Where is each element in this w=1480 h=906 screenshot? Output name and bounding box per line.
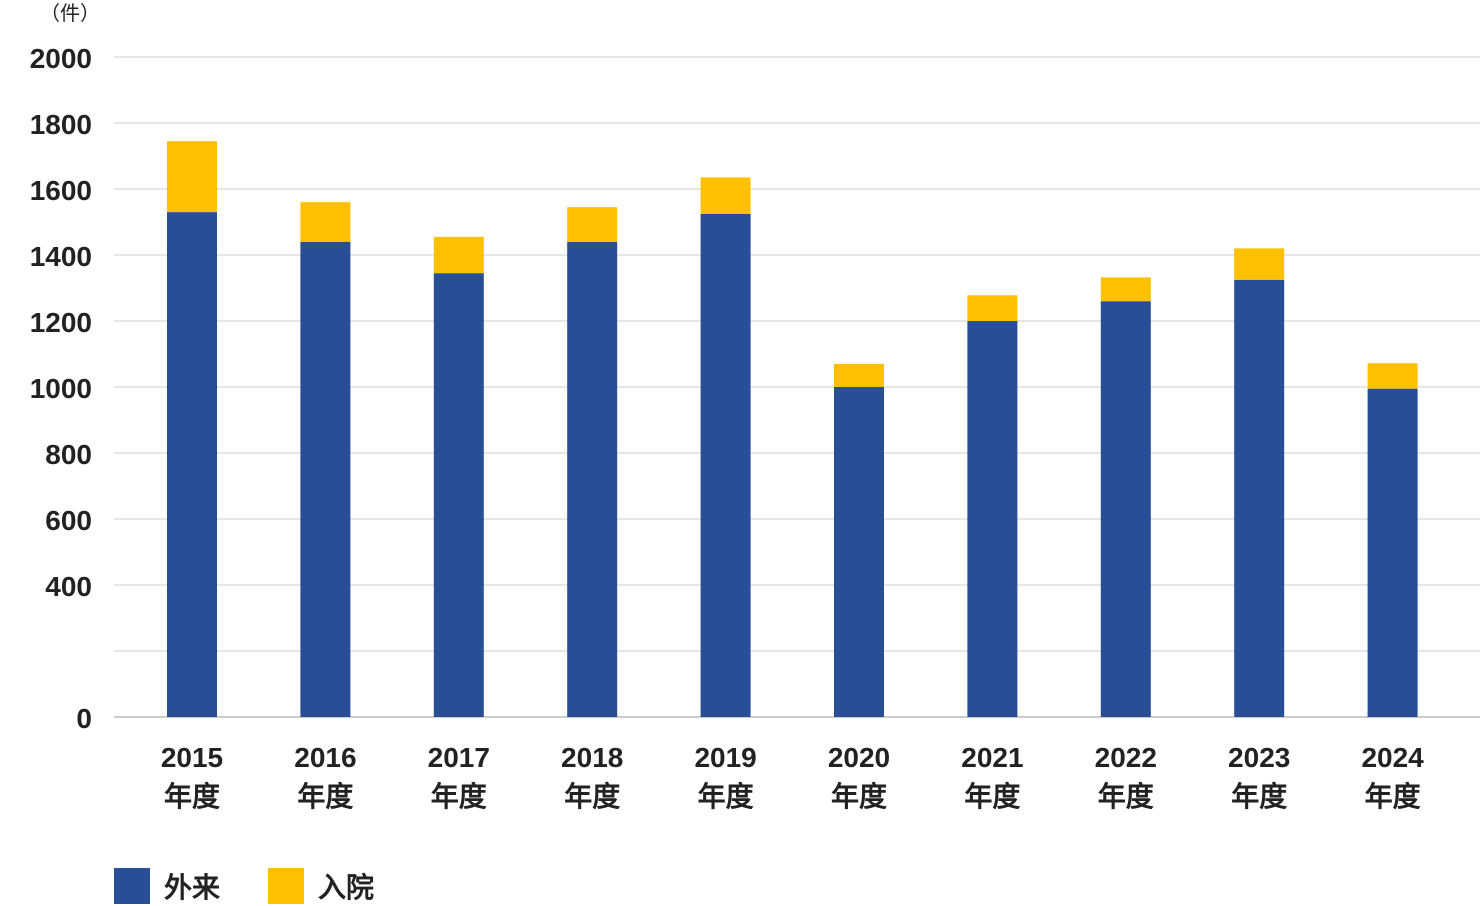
bars [167, 141, 1418, 718]
x-tick-label-2016-suffix: 年度 [297, 780, 353, 812]
bar-2024-inpatient [1367, 363, 1418, 389]
x-tick-label-2017-suffix: 年度 [431, 780, 487, 812]
y-tick-label-600: 600 [45, 505, 92, 536]
y-axis-unit-label: （件） [40, 1, 100, 25]
stacked-bar-chart: （件） 0 400 600 800 1000 1200 1400 1600 1800 2000 2… [30, 1, 1480, 812]
x-tick-label-2018-year: 2018 [561, 742, 623, 773]
y-axis-ticks: 0 400 600 800 1000 1200 1400 1600 1800 2000 [30, 43, 92, 734]
y-tick-label-1600: 1600 [30, 175, 92, 206]
legend-label-inpatient: 入院 [318, 871, 375, 904]
x-tick-label-2024-suffix: 年度 [1365, 780, 1421, 812]
bar-2017-outpatient [433, 273, 484, 717]
bar-2023-inpatient [1234, 248, 1285, 280]
bar-2020-inpatient [834, 363, 884, 387]
x-tick-label-2016-year: 2016 [294, 742, 356, 773]
x-tick-label-2020-suffix: 年度 [831, 780, 887, 812]
y-tick-label-400: 400 [45, 571, 92, 602]
x-tick-label-2018-suffix: 年度 [564, 780, 620, 812]
legend: 外来 入院 [114, 866, 422, 906]
x-tick-label-2015-suffix: 年度 [164, 780, 220, 812]
bar-2016-outpatient [300, 241, 351, 718]
legend-item-outpatient: 外来 [114, 866, 220, 906]
x-tick-label-2017-year: 2017 [428, 742, 490, 773]
bar-2019-inpatient [700, 177, 751, 214]
x-tick-label-2020-year: 2020 [828, 742, 890, 773]
bar-2020-outpatient [834, 387, 884, 717]
y-tick-label-1200: 1200 [30, 307, 92, 338]
y-tick-label-800: 800 [45, 439, 92, 470]
bar-2023-outpatient [1234, 279, 1285, 717]
y-tick-label-0: 0 [76, 703, 92, 734]
bar-2017-inpatient [433, 236, 484, 274]
bar-2022-outpatient [1100, 301, 1151, 717]
legend-swatch-outpatient [114, 868, 150, 904]
x-tick-label-2021-year: 2021 [961, 742, 1023, 773]
x-tick-label-2019-suffix: 年度 [698, 780, 754, 812]
bar-2015-outpatient [167, 212, 217, 717]
y-tick-label-1800: 1800 [30, 109, 92, 140]
y-tick-label-1000: 1000 [30, 373, 92, 404]
x-tick-label-2015-year: 2015 [161, 742, 223, 773]
bar-2021-outpatient [967, 321, 1018, 717]
bar-2016-inpatient [300, 202, 351, 242]
y-tick-label-1400: 1400 [30, 241, 92, 272]
x-tick-label-2023-suffix: 年度 [1231, 780, 1287, 812]
bar-2021-inpatient [967, 295, 1018, 321]
bar-2019-outpatient [700, 213, 751, 717]
x-tick-label-2022-suffix: 年度 [1098, 780, 1154, 812]
bar-2024-outpatient [1367, 388, 1418, 717]
x-tick-label-2022-year: 2022 [1095, 742, 1157, 773]
x-tick-label-2021-suffix: 年度 [964, 780, 1020, 812]
x-tick-label-2024-year: 2024 [1361, 742, 1424, 773]
legend-swatch-inpatient [268, 868, 305, 904]
legend-label-outpatient: 外来 [164, 871, 221, 904]
bar-2018-outpatient [567, 241, 618, 718]
x-tick-label-2019-year: 2019 [694, 742, 756, 773]
x-tick-label-2023-year: 2023 [1228, 742, 1290, 773]
y-tick-label-2000: 2000 [30, 43, 92, 74]
x-axis-labels: 2015 年度 2016 年度 2017 年度 2018 年度 2019 年度 2020 年度 2021… [161, 742, 1424, 812]
bar-2022-inpatient [1100, 277, 1151, 302]
legend-item-inpatient: 入院 [268, 866, 374, 906]
bar-2015-inpatient [167, 141, 217, 213]
bar-2018-inpatient [567, 207, 618, 242]
